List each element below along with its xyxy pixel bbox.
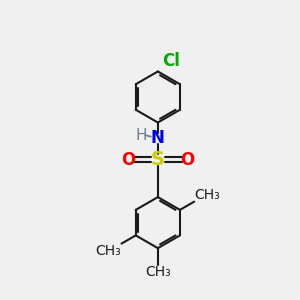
Text: S: S [151,150,165,169]
Text: H: H [136,128,147,143]
Text: N: N [151,129,165,147]
Text: O: O [180,151,194,169]
Text: Cl: Cl [163,52,180,70]
Text: CH₃: CH₃ [96,244,122,258]
Text: CH₃: CH₃ [145,265,171,279]
Text: O: O [121,151,136,169]
Text: CH₃: CH₃ [194,188,220,202]
